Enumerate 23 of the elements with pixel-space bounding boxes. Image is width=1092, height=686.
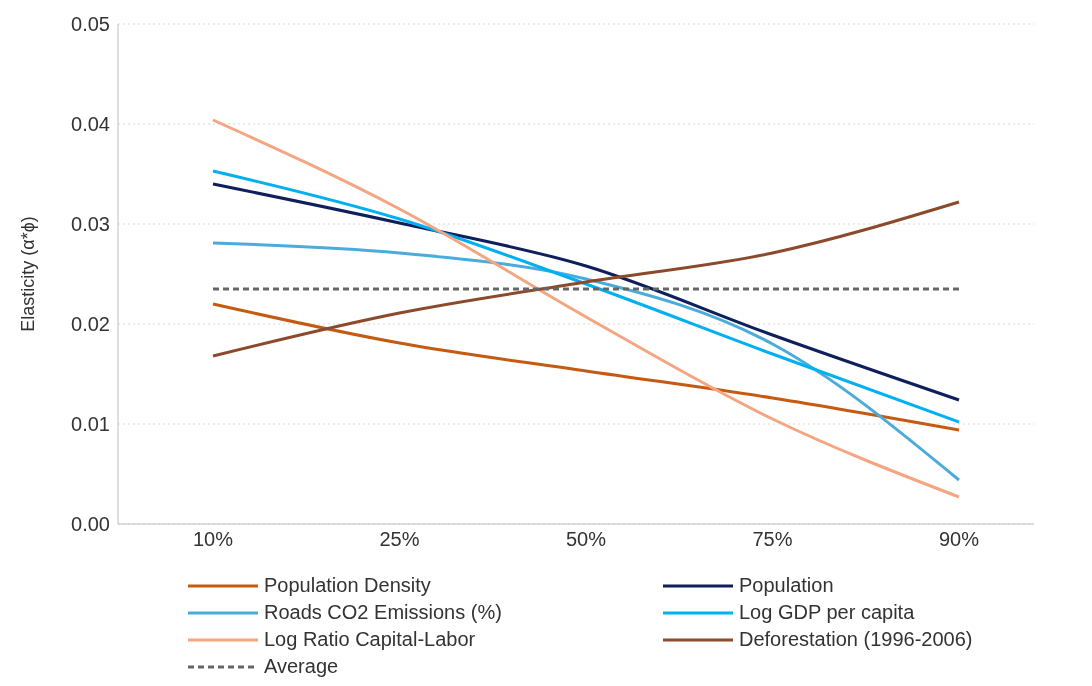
x-tick-label: 25% <box>379 528 420 551</box>
legend-label: Roads CO2 Emissions (%) <box>264 601 502 624</box>
legend-label: Average <box>264 655 339 678</box>
x-tick-label: 90% <box>938 528 980 551</box>
y-tick-label: 0.04 <box>71 113 110 136</box>
x-tick-label: 10% <box>192 528 234 551</box>
x-tick-label: 75% <box>752 528 793 551</box>
y-tick-label: 0.02 <box>71 313 110 336</box>
legend-label: Log GDP per capita <box>739 601 915 624</box>
line-series <box>211 200 961 358</box>
y-tick-label: 0.05 <box>71 13 110 36</box>
y-tick-label: 0.01 <box>71 413 110 436</box>
line-series <box>211 118 961 499</box>
line-series <box>211 241 961 482</box>
y-tick-label: 0.03 <box>71 213 110 236</box>
y-axis-title: Elasticity (α*ϕ) <box>18 216 39 332</box>
legend-label: Population <box>739 574 834 597</box>
legend-label: Population Density <box>264 574 431 597</box>
y-tick-label: 0.00 <box>71 513 110 536</box>
legend-label: Log Ratio Capital-Labor <box>264 628 476 651</box>
x-tick-label: 50% <box>565 528 607 551</box>
legend-label: Deforestation (1996-2006) <box>739 628 973 651</box>
line-series <box>211 302 961 432</box>
